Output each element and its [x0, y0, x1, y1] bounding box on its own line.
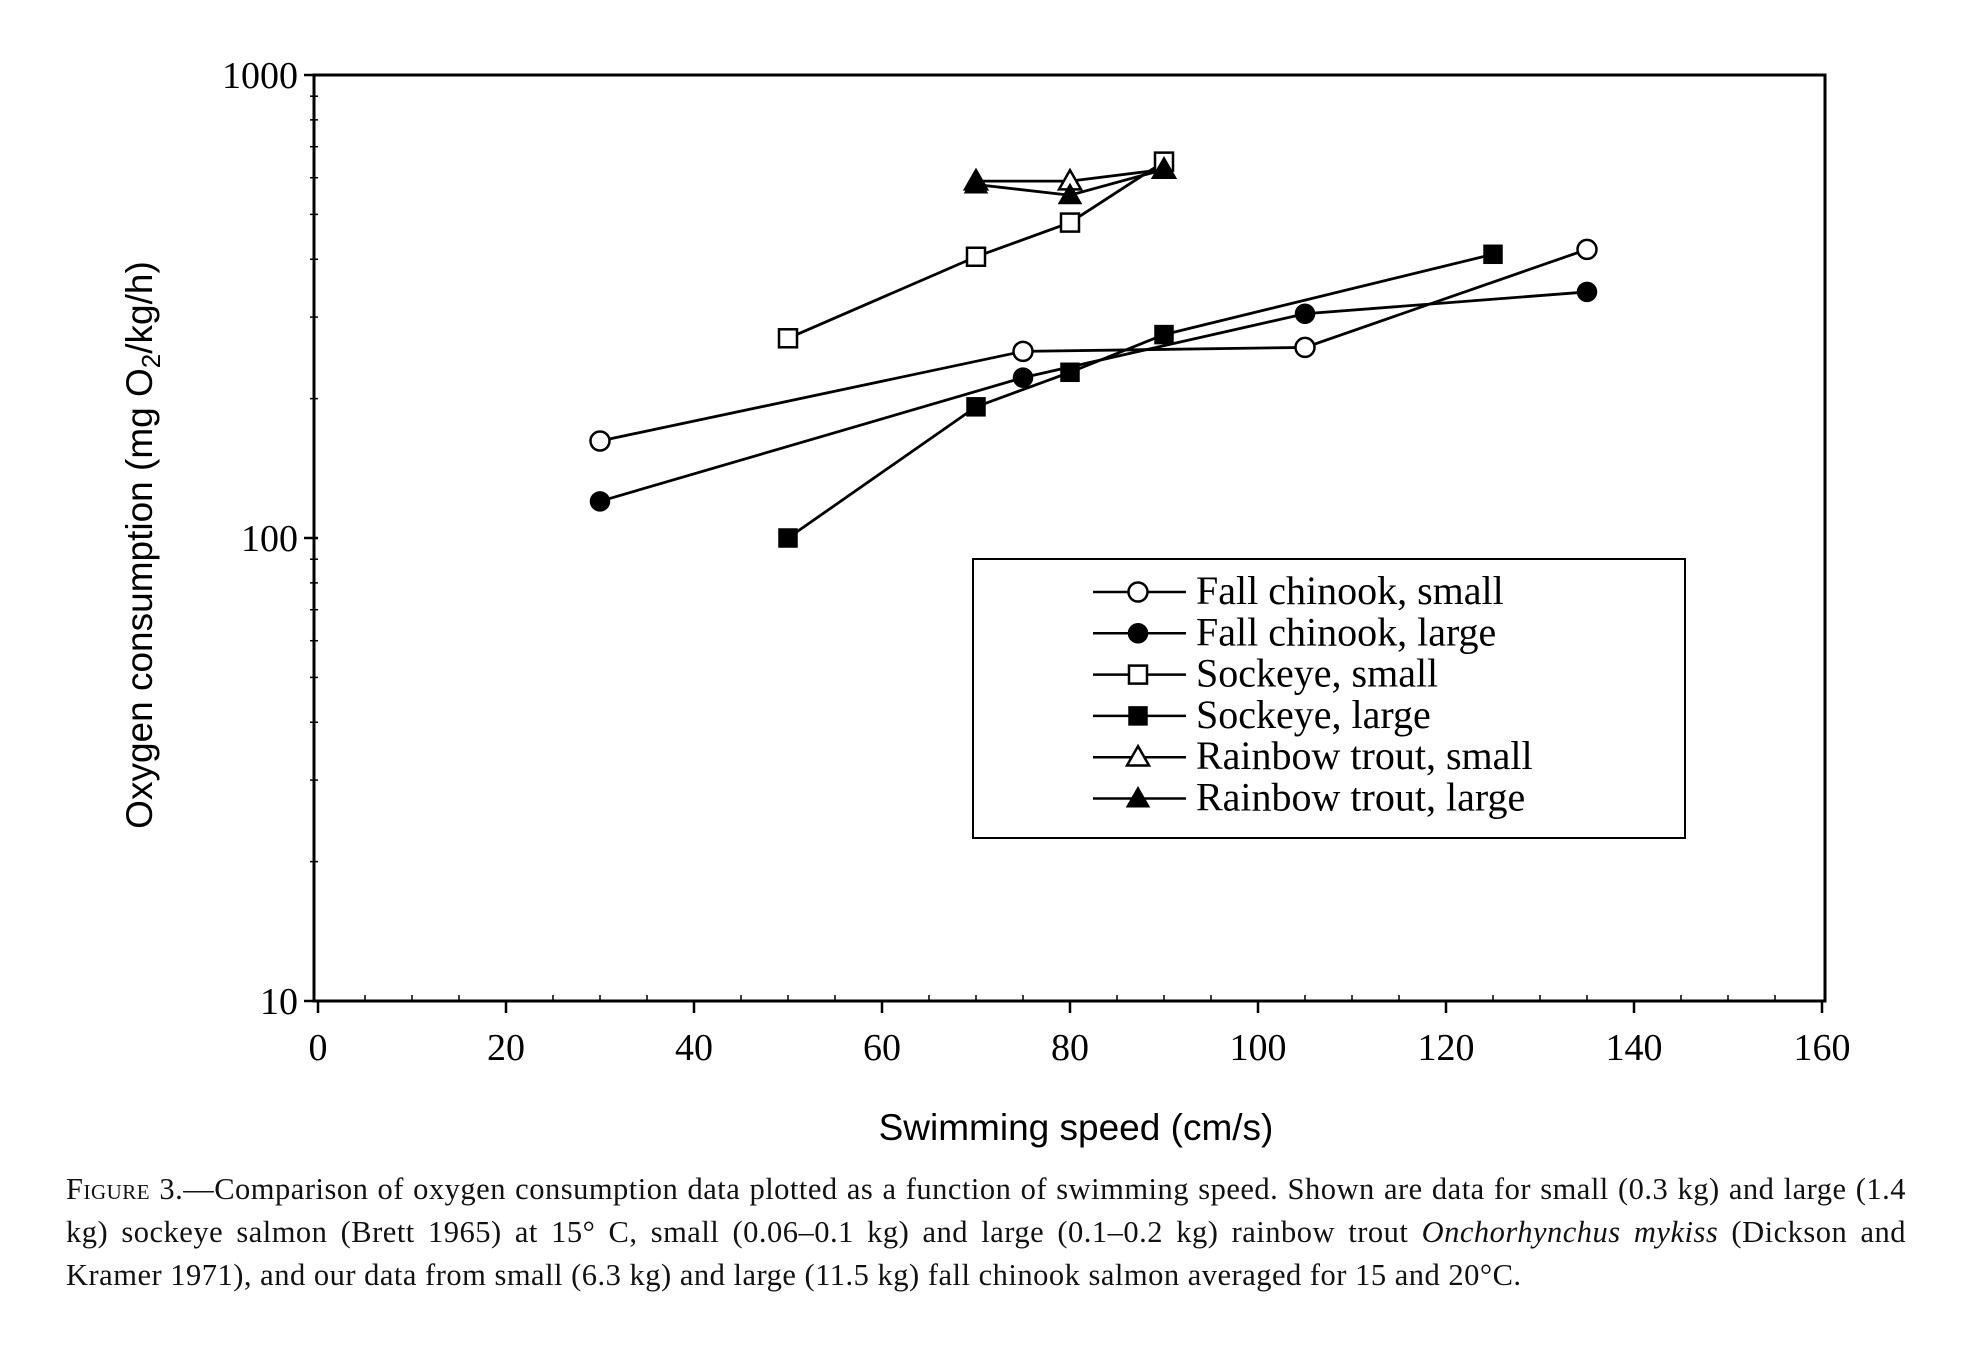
legend-label: Sockeye, small — [1196, 651, 1438, 696]
legend-label: Fall chinook, small — [1196, 568, 1504, 613]
x-tick-label: 100 — [1230, 1027, 1287, 1069]
series-line — [787, 252, 1494, 540]
caption-species: Onchorhynchus mykiss — [1421, 1215, 1719, 1249]
legend-marker — [1127, 581, 1149, 603]
x-axis-title: Swimming speed (cm/s) — [879, 1107, 1274, 1148]
data-point — [1576, 281, 1598, 303]
x-tick-label: 0 — [309, 1027, 328, 1069]
x-tick-label: 80 — [1051, 1027, 1089, 1069]
legend-marker — [1125, 785, 1151, 808]
data-point — [965, 246, 987, 267]
data-point — [966, 397, 986, 417]
data-point — [963, 172, 989, 194]
data-point — [1483, 244, 1503, 265]
data-point — [589, 491, 611, 512]
data-point — [1057, 182, 1083, 205]
series-line — [599, 248, 1588, 443]
series-line — [787, 160, 1165, 340]
data-point — [589, 430, 611, 452]
legend-box — [972, 558, 1686, 839]
y-axis-title-units: /kg/h) — [119, 261, 160, 354]
x-tick-label: 140 — [1606, 1027, 1663, 1069]
x-tick-label: 160 — [1794, 1027, 1851, 1069]
legend-marker — [1124, 743, 1152, 767]
legend-label: Fall chinook, large — [1196, 609, 1496, 654]
x-tick-label: 120 — [1418, 1027, 1475, 1069]
legend-marker — [1128, 706, 1148, 726]
y-tick-label: 100 — [241, 518, 298, 560]
data-point — [1060, 362, 1080, 383]
data-point — [1012, 367, 1034, 388]
series-layer — [589, 151, 1598, 548]
caption-text: —Comparison of oxygen consumption data p… — [66, 1172, 1907, 1249]
chart: 0 20 40 60 80 100 120 140 160 10 100 1000 Swimming… — [119, 55, 1851, 1148]
data-point — [778, 528, 798, 548]
x-axis: 0 20 40 60 80 100 120 140 160 — [309, 995, 1851, 1069]
y-axis-title: Oxygen consumption (mg O2/kg/h) — [119, 261, 166, 829]
data-point — [1059, 212, 1081, 233]
legend-label: Rainbow trout, large — [1196, 775, 1525, 820]
x-tick-label: 60 — [863, 1027, 901, 1069]
figure-caption: Figure 3.—Comparison of oxygen consumpti… — [66, 1168, 1906, 1297]
y-axis-title-main: Oxygen consumption (mg O — [119, 368, 160, 829]
x-tick-label: 20 — [487, 1027, 525, 1069]
data-point — [1576, 238, 1598, 261]
y-tick-label: 1000 — [222, 55, 298, 97]
legend-label: Rainbow trout, small — [1196, 733, 1533, 778]
x-tick-label: 40 — [675, 1027, 713, 1069]
legend-label: Sockeye, large — [1196, 692, 1431, 737]
y-axis: 10 100 1000 — [222, 55, 318, 1023]
data-point — [1294, 336, 1316, 359]
data-point — [1151, 156, 1177, 179]
caption-lead: Figure 3. — [66, 1172, 184, 1206]
y-axis-title-subscript: 2 — [136, 354, 166, 368]
data-point — [1012, 340, 1034, 363]
legend-marker — [1127, 623, 1149, 644]
y-tick-label: 10 — [260, 981, 298, 1023]
data-point — [1294, 303, 1316, 325]
legend-marker — [1127, 664, 1149, 685]
caption-text-end: (Dickson and Kramer 1971), and our data … — [66, 1215, 1906, 1292]
data-point — [1154, 324, 1174, 345]
data-point — [777, 328, 799, 349]
series-line — [599, 290, 1588, 503]
